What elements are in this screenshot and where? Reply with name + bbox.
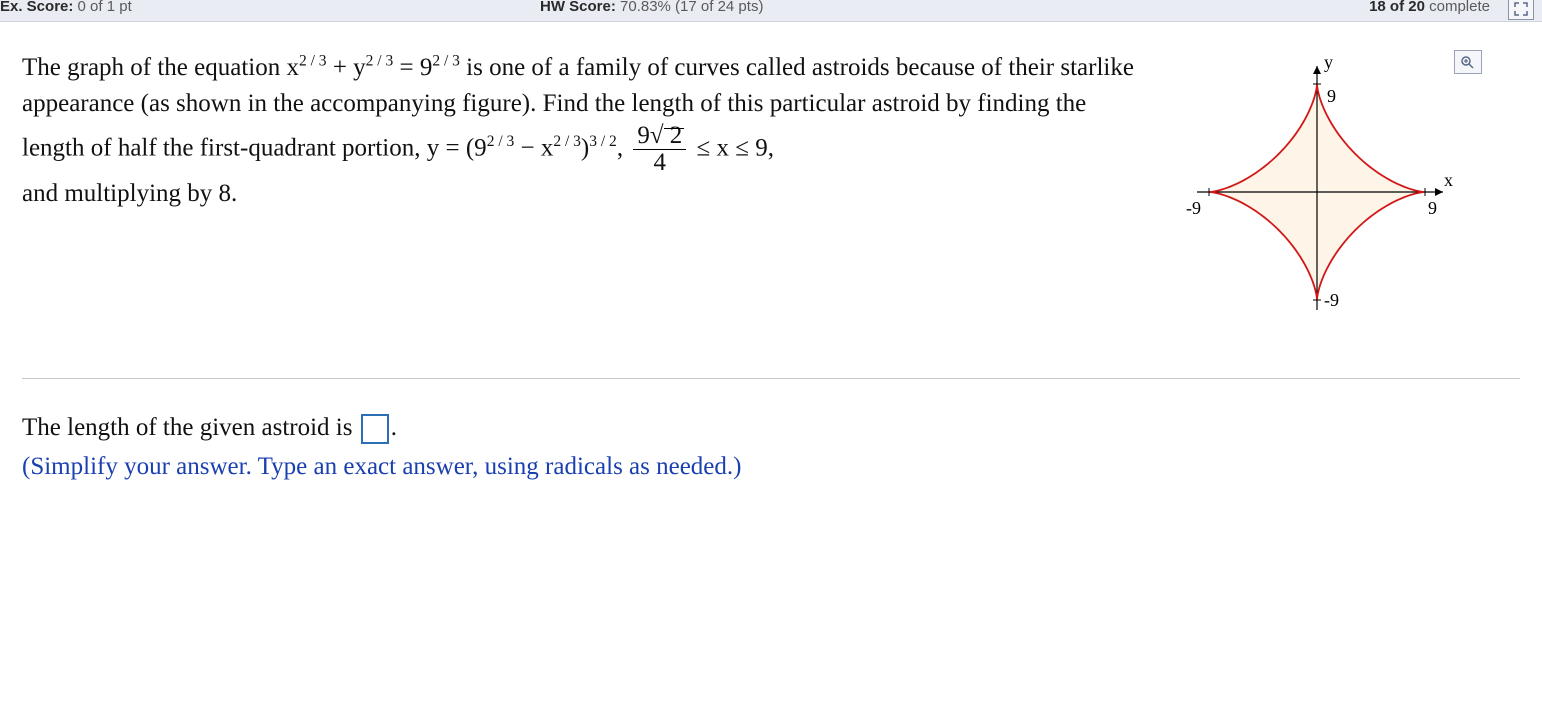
zoom-icon[interactable] [1454,50,1482,74]
hw-score-value: 70.83% (17 of 24 pts) [620,0,763,15]
denominator: 4 [633,150,686,176]
text-segment: = 9 [393,54,432,81]
exponent: 2 / 3 [553,133,581,150]
answer-instructions: (Simplify your answer. Type an exact ans… [22,448,1520,487]
text-segment: − x [514,134,553,161]
answer-input[interactable] [361,414,389,444]
score-header: Ex. Score: 0 of 1 pt HW Score: 70.83% (1… [0,0,1542,22]
radicand: 2 [670,122,683,149]
progress: 18 of 20 complete [1369,0,1490,15]
answer-prompt: The length of the given astroid is [22,414,359,441]
exponent: 2 / 3 [487,133,515,150]
text-segment: ≤ x ≤ 9, [690,134,774,161]
x-axis-label: x [1444,170,1453,191]
astroid-svg [1172,50,1452,310]
exponent: 2 / 3 [299,53,327,70]
text-segment: The graph of the equation x [22,54,299,81]
expand-icon[interactable] [1508,0,1534,20]
text-segment: , [617,134,630,161]
x-pos-tick: 9 [1428,198,1437,219]
problem-statement: The graph of the equation x2 / 3 + y2 / … [22,50,1152,212]
fraction: 9√ 24 [633,123,686,177]
x-neg-tick: -9 [1186,198,1201,219]
y-neg-tick: -9 [1324,290,1339,311]
section-divider [22,378,1520,379]
progress-suffix: complete [1429,0,1490,15]
text-segment: + y [327,54,366,81]
numerator-coef: 9 [637,122,650,149]
text-segment: ) [581,134,589,161]
astroid-graph: y 9 x -9 9 -9 [1172,50,1482,330]
exponent: 2 / 3 [366,53,394,70]
ex-score-label: Ex. Score: [0,0,73,15]
hw-score-label: HW Score: [540,0,616,15]
y-axis-label: y [1324,52,1333,73]
progress-count: 18 of 20 [1369,0,1425,15]
ex-score-value: 0 of 1 pt [78,0,132,15]
exponent: 3 / 2 [589,133,617,150]
text-segment: and multiplying by 8. [22,180,237,207]
hw-score: HW Score: 70.83% (17 of 24 pts) [540,0,763,15]
y-pos-tick: 9 [1327,86,1336,107]
answer-period: . [391,414,397,441]
exponent: 2 / 3 [432,53,460,70]
answer-section: The length of the given astroid is . (Si… [22,409,1520,487]
ex-score: Ex. Score: 0 of 1 pt [0,0,132,15]
